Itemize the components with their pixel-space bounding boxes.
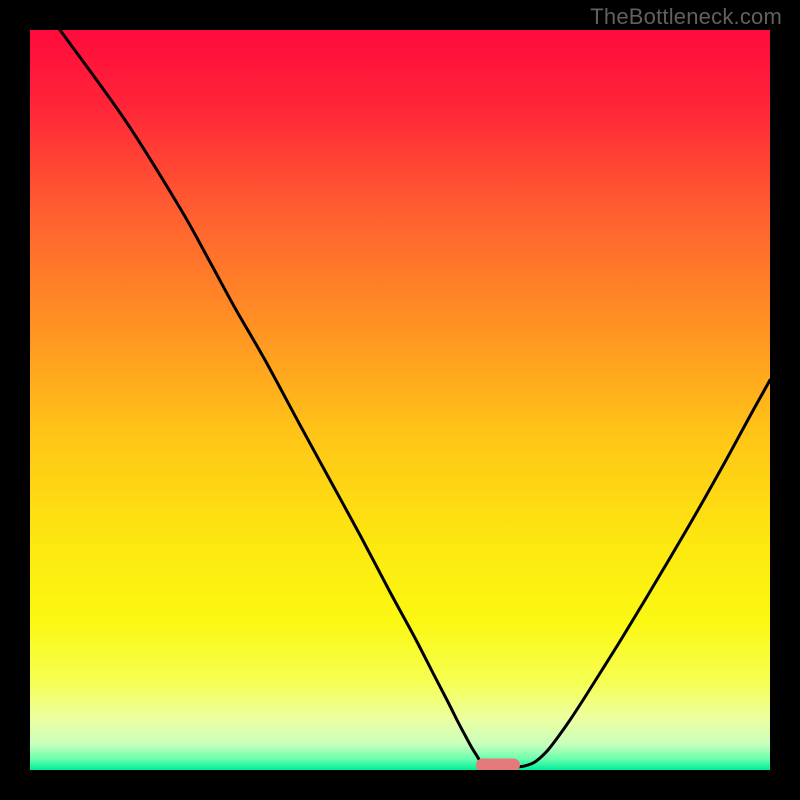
chart-container bbox=[30, 30, 770, 770]
chart-background bbox=[30, 30, 770, 770]
watermark-text: TheBottleneck.com bbox=[590, 4, 782, 30]
min-marker bbox=[476, 759, 520, 771]
chart-svg bbox=[30, 30, 770, 770]
